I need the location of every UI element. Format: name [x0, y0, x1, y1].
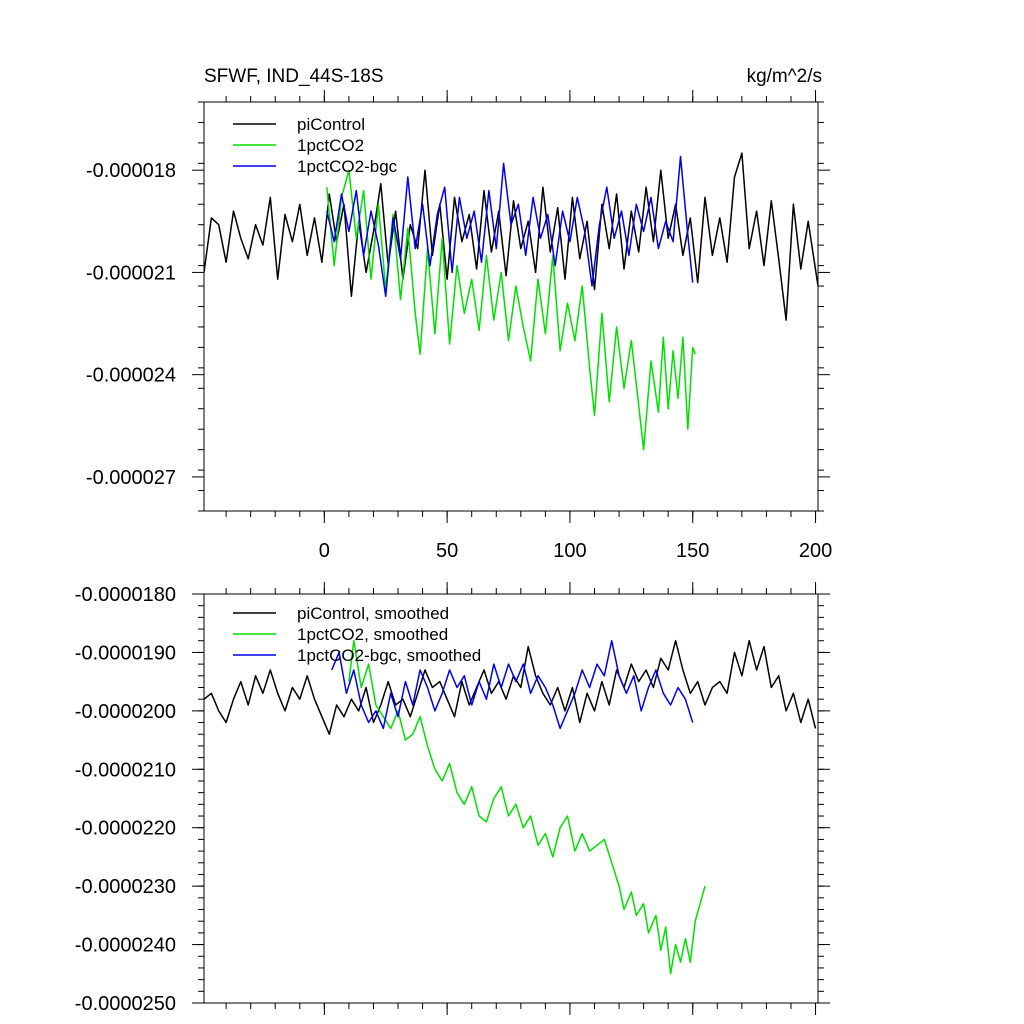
legend: piControl 1pctCO2 1pctCO2-bgc: [233, 115, 398, 176]
series-line-3: [326, 155, 694, 298]
series-group: [204, 639, 817, 975]
series-line-1: [204, 152, 818, 321]
series-line-2: [326, 169, 696, 451]
y-tick-label: -0.0000230: [75, 876, 176, 898]
series-line-2: [348, 639, 706, 975]
y-tick-label: -0.0000250: [75, 993, 176, 1015]
legend: piControl, smoothed 1pctCO2, smoothed 1pct…: [233, 604, 481, 665]
chart-panel-1: SFWF, IND_44S-18S kg/m^2/s -0.000018 -0.000…: [86, 66, 832, 562]
y-tick-label: -0.0000240: [75, 935, 176, 957]
series-line-1: [204, 639, 817, 735]
y-tick-label: -0.0000180: [75, 584, 176, 606]
plot-frame: [203, 593, 819, 1004]
y-tick-label: -0.000021: [86, 262, 176, 284]
legend-label: piControl, smoothed: [297, 604, 449, 623]
y-tick-label: -0.0000200: [75, 701, 176, 723]
y-tick-label: -0.000027: [86, 467, 176, 489]
x-tick-label: 100: [553, 540, 586, 562]
chart-title: SFWF, IND_44S-18S: [204, 66, 384, 87]
y-tick-label: -0.000018: [86, 160, 176, 182]
y-tick-label: -0.000024: [86, 365, 176, 387]
series-line-3: [331, 639, 694, 730]
x-tick-label: 150: [676, 540, 709, 562]
legend-label: 1pctCO2: [297, 136, 364, 155]
x-tick-label: 50: [436, 540, 458, 562]
chart-panel-2: -0.0000180 -0.0000190 -0.0000200 -0.0000210…: [75, 582, 830, 1015]
chart-units: kg/m^2/s: [747, 66, 822, 87]
series-group: [204, 152, 818, 451]
x-tick-label: 200: [799, 540, 832, 562]
y-tick-label: -0.0000210: [75, 759, 176, 781]
legend-label: 1pctCO2, smoothed: [297, 625, 448, 644]
legend-label: 1pctCO2-bgc, smoothed: [297, 646, 481, 665]
y-tick-label: -0.0000190: [75, 642, 176, 664]
legend-label: piControl: [297, 115, 365, 134]
y-tick-label: -0.0000220: [75, 818, 176, 840]
legend-label: 1pctCO2-bgc: [297, 157, 398, 176]
x-tick-label: 0: [319, 540, 330, 562]
